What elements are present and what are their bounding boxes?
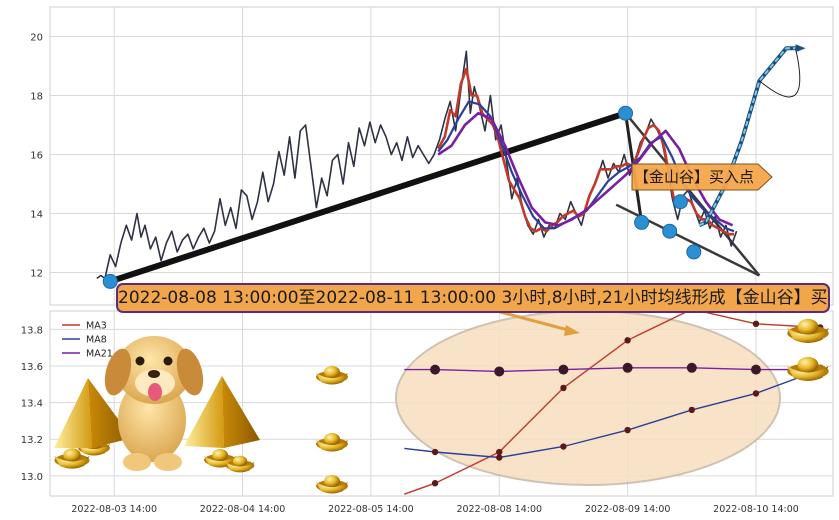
y-tick-label: 13.2 (21, 435, 43, 446)
x-tick-label: 2022-08-10 14:00 (713, 504, 799, 515)
ingot-body (54, 456, 90, 469)
upper-price-panel: 12 14 16 18 20 (30, 6, 834, 306)
x-tick-label: 2022-08-09 14:00 (585, 504, 671, 515)
projection-arrow (698, 44, 806, 228)
gold-ingots (54, 318, 829, 494)
legend-label: MA3 (86, 321, 107, 332)
ma21-point (494, 366, 505, 377)
gold-ingot-icon (54, 448, 90, 469)
gold-ingot-icon (787, 356, 829, 381)
legend-label: MA21 (86, 349, 113, 360)
ma21-point (622, 362, 633, 373)
x-tick-label: 2022-08-04 14:00 (200, 504, 286, 515)
ma3-point (431, 479, 439, 487)
ingot-body (787, 328, 829, 343)
upper-grid (50, 7, 833, 305)
buy-point-label: 【金山谷】买入点 (634, 168, 755, 186)
ingot-top (797, 318, 819, 335)
ma3-line (404, 308, 821, 495)
gold-ingot-icon (787, 318, 829, 343)
golden-puppy-icon (104, 336, 204, 471)
pattern-banner: 2022-08-08 13:00:00至2022-08-11 13:00:00 … (116, 283, 830, 313)
y-tick-label: 12 (30, 269, 43, 280)
ma8-point (431, 448, 439, 456)
ingot-body (787, 366, 829, 381)
upper-y-ticks: 12 14 16 18 20 (30, 33, 43, 280)
ma3-point (624, 337, 631, 344)
gold-ingot-icon (316, 366, 348, 385)
ma21-line (437, 111, 734, 227)
ingot-top (232, 455, 248, 467)
x-tick-label: 2022-08-03 14:00 (71, 504, 157, 515)
gold-ingot-icon (316, 433, 348, 452)
projection-curve (759, 48, 801, 98)
ma8-point (560, 443, 567, 450)
y-tick-label: 13.4 (21, 399, 43, 410)
pattern-point-marker (686, 244, 702, 260)
arrow-icon (499, 310, 580, 336)
ingot-top (63, 448, 81, 462)
y-tick-label: 20 (30, 33, 43, 44)
lower-y-ticks: 13.0 13.2 13.4 13.6 13.8 (21, 325, 43, 483)
y-tick-label: 13.8 (21, 325, 43, 336)
projection-path (698, 47, 800, 227)
ma8-line (404, 368, 821, 459)
ingot-body (316, 440, 348, 452)
ma3-point (752, 320, 760, 328)
ma21-point (430, 364, 441, 375)
y-tick-label: 13.0 (21, 472, 43, 483)
lower-ma-panel: 13.013.213.413.613.8 2022-08-03 14:00 202… (21, 305, 834, 515)
ma21-point (558, 364, 569, 375)
ingot-body (78, 444, 110, 456)
highlight-ellipse (395, 310, 781, 486)
gold-pyramid-icon (184, 376, 260, 448)
ingot-top (324, 366, 340, 378)
support-trendline (107, 110, 629, 285)
lower-series (404, 305, 826, 495)
y-tick-label: 16 (30, 151, 43, 162)
pattern-point-marker (672, 194, 688, 210)
y-tick-label: 13.6 (21, 362, 43, 373)
legend-label: MA8 (86, 335, 107, 346)
ingot-body (316, 482, 348, 494)
pattern-point-marker (102, 273, 118, 289)
projection-arrowhead (795, 44, 806, 53)
ma8-point (688, 406, 696, 414)
ingot-body (316, 373, 348, 385)
ma21-point (750, 364, 761, 375)
ingot-top (324, 433, 340, 445)
ingot-top (212, 449, 228, 461)
ingot-top (797, 356, 819, 373)
buy-point-bubble (631, 163, 773, 191)
ingot-top (324, 475, 340, 487)
ma21-point (686, 362, 697, 373)
ma8-point (624, 426, 631, 434)
pattern-point-marker (634, 214, 650, 230)
x-tick-label: 2022-08-08 14:00 (456, 504, 542, 515)
ingot-body (225, 462, 255, 473)
wedge-upper-line (624, 112, 761, 277)
ma3-point (560, 384, 567, 392)
ma8-point (752, 390, 760, 397)
ma21-line (404, 367, 821, 373)
y-tick-label: 18 (30, 92, 43, 103)
gold-ingot-icon (316, 475, 348, 494)
x-tick-label: 2022-08-05 14:00 (328, 504, 414, 515)
ma8-point (496, 454, 503, 461)
lower-x-ticks: 2022-08-03 14:00 2022-08-04 14:00 2022-08-… (71, 504, 798, 515)
y-tick-label: 14 (30, 210, 43, 221)
pattern-point-marker (662, 223, 678, 239)
pattern-point-marker (618, 105, 634, 121)
ma3-point (496, 448, 503, 456)
gold-ingot-icon (225, 455, 255, 473)
legend: MA3 MA8 MA21 (62, 321, 113, 360)
